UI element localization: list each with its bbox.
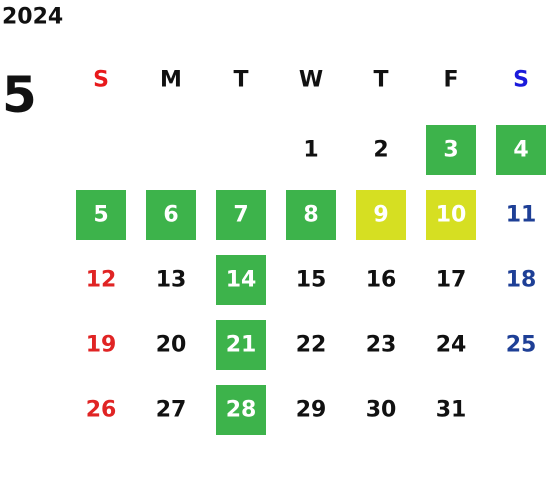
day-number: 31 bbox=[436, 398, 467, 423]
weekday-label: M bbox=[160, 68, 182, 93]
weekday-label: T bbox=[233, 68, 248, 93]
day-number: 22 bbox=[296, 333, 327, 358]
weekday-label: S bbox=[93, 68, 109, 93]
day-number: 6 bbox=[163, 203, 178, 228]
day-number: 30 bbox=[366, 398, 397, 423]
day-number: 2 bbox=[373, 138, 388, 163]
day-number: 23 bbox=[366, 333, 397, 358]
day-number: 21 bbox=[226, 333, 257, 358]
weekday-label: F bbox=[443, 68, 458, 93]
day-number: 16 bbox=[366, 268, 397, 293]
day-highlight bbox=[426, 125, 476, 175]
day-highlight bbox=[496, 125, 546, 175]
day-number: 24 bbox=[436, 333, 467, 358]
day-number: 25 bbox=[506, 333, 537, 358]
day-number: 15 bbox=[296, 268, 327, 293]
day-number: 4 bbox=[513, 138, 528, 163]
day-number: 11 bbox=[506, 203, 537, 228]
day-number: 28 bbox=[226, 398, 257, 423]
year: 2024 bbox=[2, 5, 63, 30]
day-number: 14 bbox=[226, 268, 257, 293]
day-number: 9 bbox=[373, 203, 388, 228]
day-number: 26 bbox=[86, 398, 117, 423]
day-highlight bbox=[76, 190, 126, 240]
weekday-label: T bbox=[373, 68, 388, 93]
day-number: 5 bbox=[93, 203, 108, 228]
weekday-label: W bbox=[299, 68, 323, 93]
day-highlight bbox=[426, 190, 476, 240]
day-number: 1 bbox=[303, 138, 318, 163]
day-number: 19 bbox=[86, 333, 117, 358]
day-highlight bbox=[356, 190, 406, 240]
day-number: 3 bbox=[443, 138, 458, 163]
day-number: 27 bbox=[156, 398, 187, 423]
day-number: 29 bbox=[296, 398, 327, 423]
day-highlight bbox=[216, 320, 266, 370]
day-number: 7 bbox=[233, 203, 248, 228]
day-number: 8 bbox=[303, 203, 318, 228]
day-highlight bbox=[286, 190, 336, 240]
day-number: 17 bbox=[436, 268, 467, 293]
day-highlight bbox=[216, 255, 266, 305]
day-highlight bbox=[146, 190, 196, 240]
weekday-label: S bbox=[513, 68, 529, 93]
day-highlight bbox=[216, 190, 266, 240]
day-number: 13 bbox=[156, 268, 187, 293]
day-highlight bbox=[216, 385, 266, 435]
day-number: 18 bbox=[506, 268, 537, 293]
day-number: 10 bbox=[436, 203, 467, 228]
month: 5 bbox=[2, 66, 37, 124]
day-number: 20 bbox=[156, 333, 187, 358]
day-number: 12 bbox=[86, 268, 117, 293]
